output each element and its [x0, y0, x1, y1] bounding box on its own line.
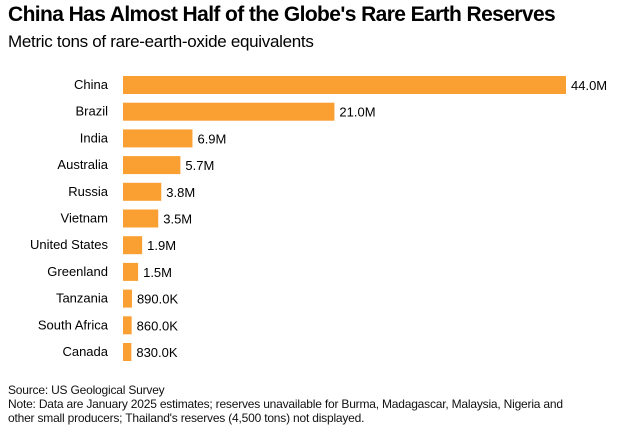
source-note: Source: US Geological Survey — [8, 383, 165, 397]
bar — [123, 182, 162, 201]
bar — [123, 209, 159, 228]
bar — [123, 316, 132, 335]
bar — [123, 343, 132, 361]
value-label: 860.0K — [137, 318, 179, 333]
category-label: India — [80, 130, 109, 145]
value-label: 1.5M — [143, 265, 172, 280]
category-label: United States — [30, 237, 109, 252]
value-label: 44.0M — [571, 78, 607, 93]
value-label: 830.0K — [136, 345, 178, 360]
value-label: 21.0M — [339, 105, 375, 120]
bar — [123, 289, 132, 308]
category-label: Russia — [68, 184, 109, 199]
category-label: Canada — [62, 344, 108, 359]
category-label: Brazil — [75, 104, 108, 119]
category-label: Australia — [57, 157, 108, 172]
note-line-1: Note: Data are January 2025 estimates; r… — [8, 397, 563, 411]
category-label: South Africa — [38, 317, 109, 332]
note-line-2: other small producers; Thailand's reserv… — [8, 411, 365, 425]
value-label: 3.8M — [166, 185, 195, 200]
chart-title: China Has Almost Half of the Globe's Rar… — [8, 3, 556, 26]
value-label: 6.9M — [197, 131, 226, 146]
bar — [123, 102, 335, 121]
value-label: 1.9M — [147, 238, 176, 253]
bar-chart: China 44.0M Brazil 21.0M India 6.9M Australia 5… — [30, 76, 607, 361]
bar — [123, 76, 566, 94]
value-label: 3.5M — [163, 212, 192, 227]
chart-footer: Source: US Geological Survey Note: Data … — [8, 383, 563, 425]
value-label: 5.7M — [185, 158, 214, 173]
bar — [123, 262, 139, 281]
category-label: Greenland — [47, 264, 108, 279]
value-label: 890.0K — [137, 292, 179, 307]
bar — [123, 129, 193, 148]
chart-subtitle: Metric tons of rare-earth-oxide equivale… — [8, 32, 314, 51]
bar — [123, 236, 143, 255]
category-label: China — [74, 77, 109, 92]
bar — [123, 156, 181, 175]
category-label: Vietnam — [61, 211, 108, 226]
category-label: Tanzania — [56, 291, 109, 306]
